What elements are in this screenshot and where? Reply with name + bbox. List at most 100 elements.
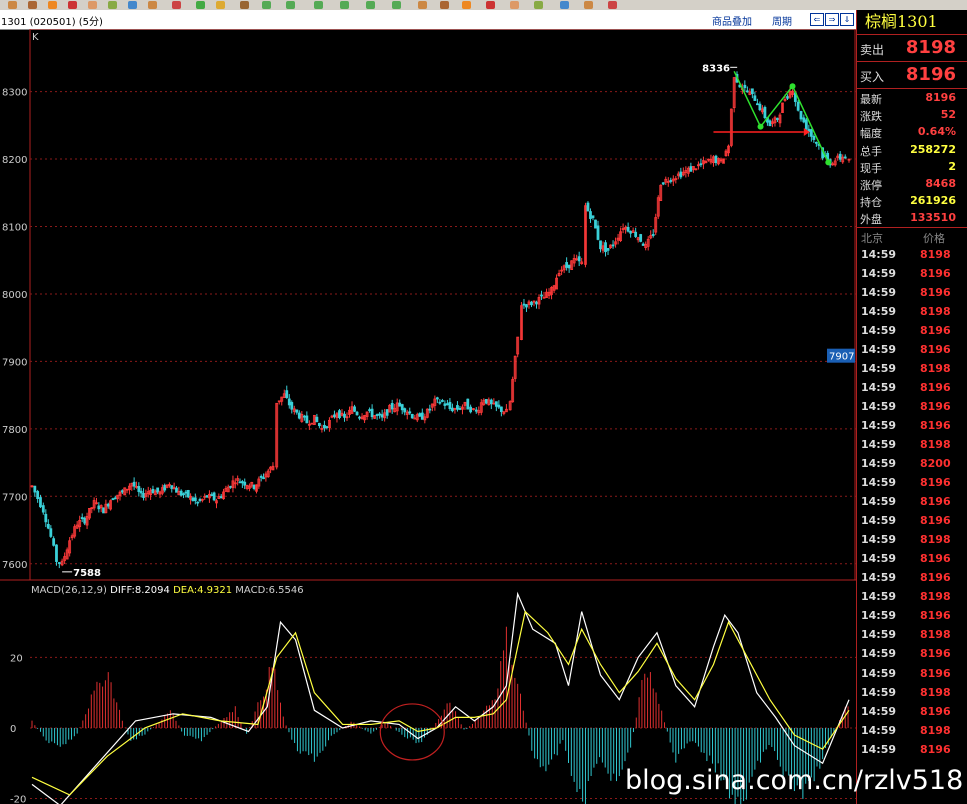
period-link[interactable]: 周期 bbox=[772, 17, 792, 28]
tick-time: 14:59 bbox=[861, 323, 897, 337]
tick-price: 8196 bbox=[920, 495, 951, 509]
candle-body bbox=[323, 424, 326, 429]
candle-body bbox=[196, 501, 200, 504]
candle-body bbox=[400, 404, 404, 411]
toolbar-icon[interactable] bbox=[392, 1, 401, 9]
toolbar-icon[interactable] bbox=[560, 1, 569, 9]
candle-body bbox=[654, 217, 658, 233]
candle-body bbox=[390, 403, 394, 410]
candle-body bbox=[727, 145, 730, 154]
toolbar-icon[interactable] bbox=[286, 1, 295, 9]
candle-body bbox=[694, 168, 698, 171]
toolbar-icon[interactable] bbox=[196, 1, 205, 9]
candle-body bbox=[428, 408, 432, 411]
corner-label: K bbox=[32, 32, 39, 43]
candle-body bbox=[380, 414, 384, 418]
candle-body bbox=[290, 402, 294, 410]
toolbar-icon[interactable] bbox=[366, 1, 375, 9]
candle-body bbox=[240, 481, 244, 484]
candle-body bbox=[312, 414, 316, 425]
toolbar-icon[interactable] bbox=[584, 1, 593, 9]
tick-row: 14:59 8198 bbox=[857, 530, 967, 549]
tick-price: 8196 bbox=[920, 285, 951, 299]
tick-price: 8196 bbox=[920, 266, 951, 280]
candle-body bbox=[555, 277, 558, 290]
toolbar-icon[interactable] bbox=[262, 1, 271, 9]
candle-body bbox=[285, 390, 289, 399]
overlay-link[interactable]: 商品叠加 bbox=[712, 17, 752, 28]
candle-body bbox=[165, 484, 169, 488]
candle-body bbox=[328, 419, 331, 429]
candle-body bbox=[170, 485, 174, 489]
quote-row: 持仓 261926 bbox=[857, 192, 967, 209]
nav-left-button[interactable]: ⇐ bbox=[810, 13, 824, 26]
kline-ytick-label: 7800 bbox=[2, 425, 27, 436]
candle-body bbox=[626, 226, 630, 232]
candle-body bbox=[516, 336, 520, 355]
candle-body bbox=[271, 465, 275, 471]
candle-body bbox=[508, 401, 512, 411]
tick-row: 14:59 8198 bbox=[857, 587, 967, 606]
candle-body bbox=[163, 485, 167, 491]
toolbar-icon[interactable] bbox=[534, 1, 543, 9]
toolbar-icon[interactable] bbox=[148, 1, 157, 9]
highlight-circle bbox=[379, 703, 445, 761]
toolbar-icon[interactable] bbox=[48, 1, 57, 9]
candle-body bbox=[594, 219, 597, 229]
toolbar-icon[interactable] bbox=[108, 1, 117, 9]
candle-body bbox=[584, 205, 587, 265]
candle-body bbox=[280, 396, 284, 402]
tick-price: 8196 bbox=[920, 323, 951, 337]
candle-body bbox=[771, 121, 774, 124]
candle-body bbox=[345, 416, 349, 419]
kline-ytick-label: 8100 bbox=[2, 222, 27, 233]
arrow-head bbox=[803, 128, 810, 137]
toolbar-icon[interactable] bbox=[88, 1, 97, 9]
candle-body bbox=[132, 481, 136, 487]
candle-body bbox=[252, 484, 256, 489]
candle-body bbox=[80, 517, 84, 520]
candle-body bbox=[33, 485, 37, 493]
candle-body bbox=[596, 225, 600, 240]
tick-price: 8196 bbox=[920, 514, 951, 528]
toolbar-icon[interactable] bbox=[340, 1, 349, 9]
nav-down-button[interactable]: ⇓ bbox=[840, 13, 854, 26]
candle-body bbox=[233, 482, 237, 485]
tick-row: 14:59 8196 bbox=[857, 568, 967, 587]
candle-body bbox=[463, 401, 467, 406]
toolbar-icon[interactable] bbox=[216, 1, 225, 9]
toolbar-icon[interactable] bbox=[486, 1, 495, 9]
tick-price: 8196 bbox=[920, 342, 951, 356]
toolbar-icon[interactable] bbox=[314, 1, 323, 9]
candle-body bbox=[78, 519, 82, 528]
toolbar-icon[interactable] bbox=[68, 1, 77, 9]
candle-body bbox=[420, 412, 424, 420]
candle-body bbox=[745, 90, 749, 93]
candle-body bbox=[809, 129, 813, 137]
toolbar-icon[interactable] bbox=[440, 1, 449, 9]
tick-time: 14:59 bbox=[861, 666, 897, 680]
toolbar-icon[interactable] bbox=[608, 1, 617, 9]
tick-price: 8198 bbox=[920, 533, 951, 547]
candle-body bbox=[343, 413, 346, 418]
toolbar-icon[interactable] bbox=[172, 1, 181, 9]
candle-body bbox=[315, 416, 319, 423]
quote-row: 总手 258272 bbox=[857, 141, 967, 158]
candle-body bbox=[320, 428, 324, 430]
toolbar-icon[interactable] bbox=[510, 1, 519, 9]
nav-right-button[interactable]: ⇒ bbox=[825, 13, 839, 26]
candle-body bbox=[175, 487, 178, 493]
toolbar-icon[interactable] bbox=[28, 1, 37, 9]
candle-body bbox=[259, 475, 263, 478]
candle-body bbox=[73, 526, 77, 537]
toolbar-icon[interactable] bbox=[240, 1, 249, 9]
macd-line-dea bbox=[31, 610, 850, 796]
toolbar-icon[interactable] bbox=[128, 1, 137, 9]
toolbar-icon[interactable] bbox=[8, 1, 17, 9]
toolbar-icon[interactable] bbox=[462, 1, 471, 9]
toolbar-icon[interactable] bbox=[418, 1, 427, 9]
candle-body bbox=[487, 399, 491, 406]
candle-body bbox=[614, 241, 617, 245]
candle-body bbox=[403, 408, 407, 413]
candle-body bbox=[796, 101, 800, 111]
